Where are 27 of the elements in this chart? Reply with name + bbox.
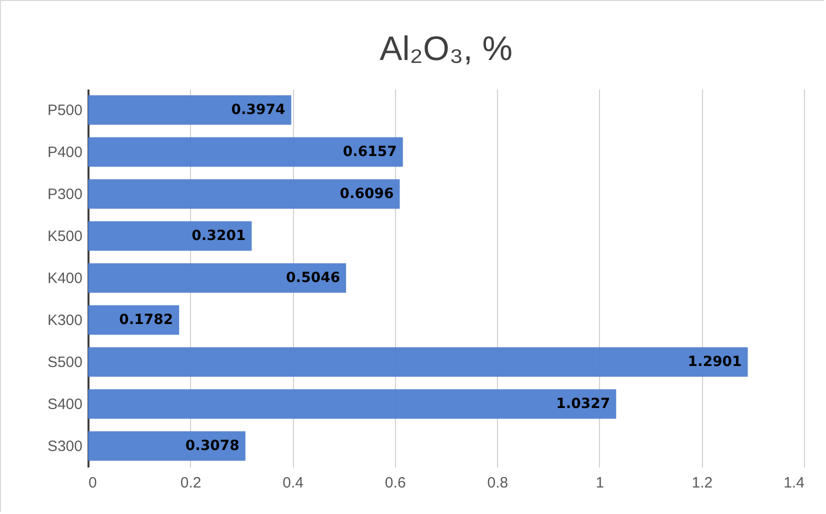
- x-tick-label: 0.2: [180, 474, 202, 492]
- data-label: 0.5046: [286, 270, 340, 286]
- y-tick-label: K400: [47, 270, 82, 287]
- data-label: 0.1782: [119, 312, 174, 328]
- data-label: 1.2901: [688, 354, 742, 370]
- y-tick-label: K500: [47, 228, 82, 245]
- data-label: 0.6157: [342, 144, 397, 160]
- x-tick-label: 0.6: [384, 474, 406, 492]
- y-tick-label: P300: [47, 186, 82, 203]
- y-tick-label: S400: [47, 396, 82, 413]
- x-tick-label: 0.4: [282, 474, 304, 492]
- data-label: 0.3078: [185, 438, 240, 454]
- y-tick-label: K300: [47, 312, 82, 329]
- x-tick-label: 1: [596, 474, 604, 492]
- data-label: 0.3974: [231, 102, 286, 118]
- y-tick-label: S300: [47, 438, 82, 455]
- data-label: 0.3201: [192, 228, 246, 244]
- chart-title: Al₂O₃, %: [380, 30, 512, 68]
- y-tick-label: P400: [47, 144, 82, 161]
- x-tick-label: 0.8: [487, 474, 508, 492]
- y-tick-label: S500: [47, 354, 82, 371]
- x-tick-label: 0: [88, 474, 97, 492]
- data-label: 1.0327: [556, 396, 610, 412]
- data-label: 0.6096: [340, 186, 394, 202]
- x-tick-label: 1.4: [784, 474, 804, 492]
- y-tick-label: P500: [47, 102, 82, 119]
- x-tick-label: 1.2: [692, 474, 713, 492]
